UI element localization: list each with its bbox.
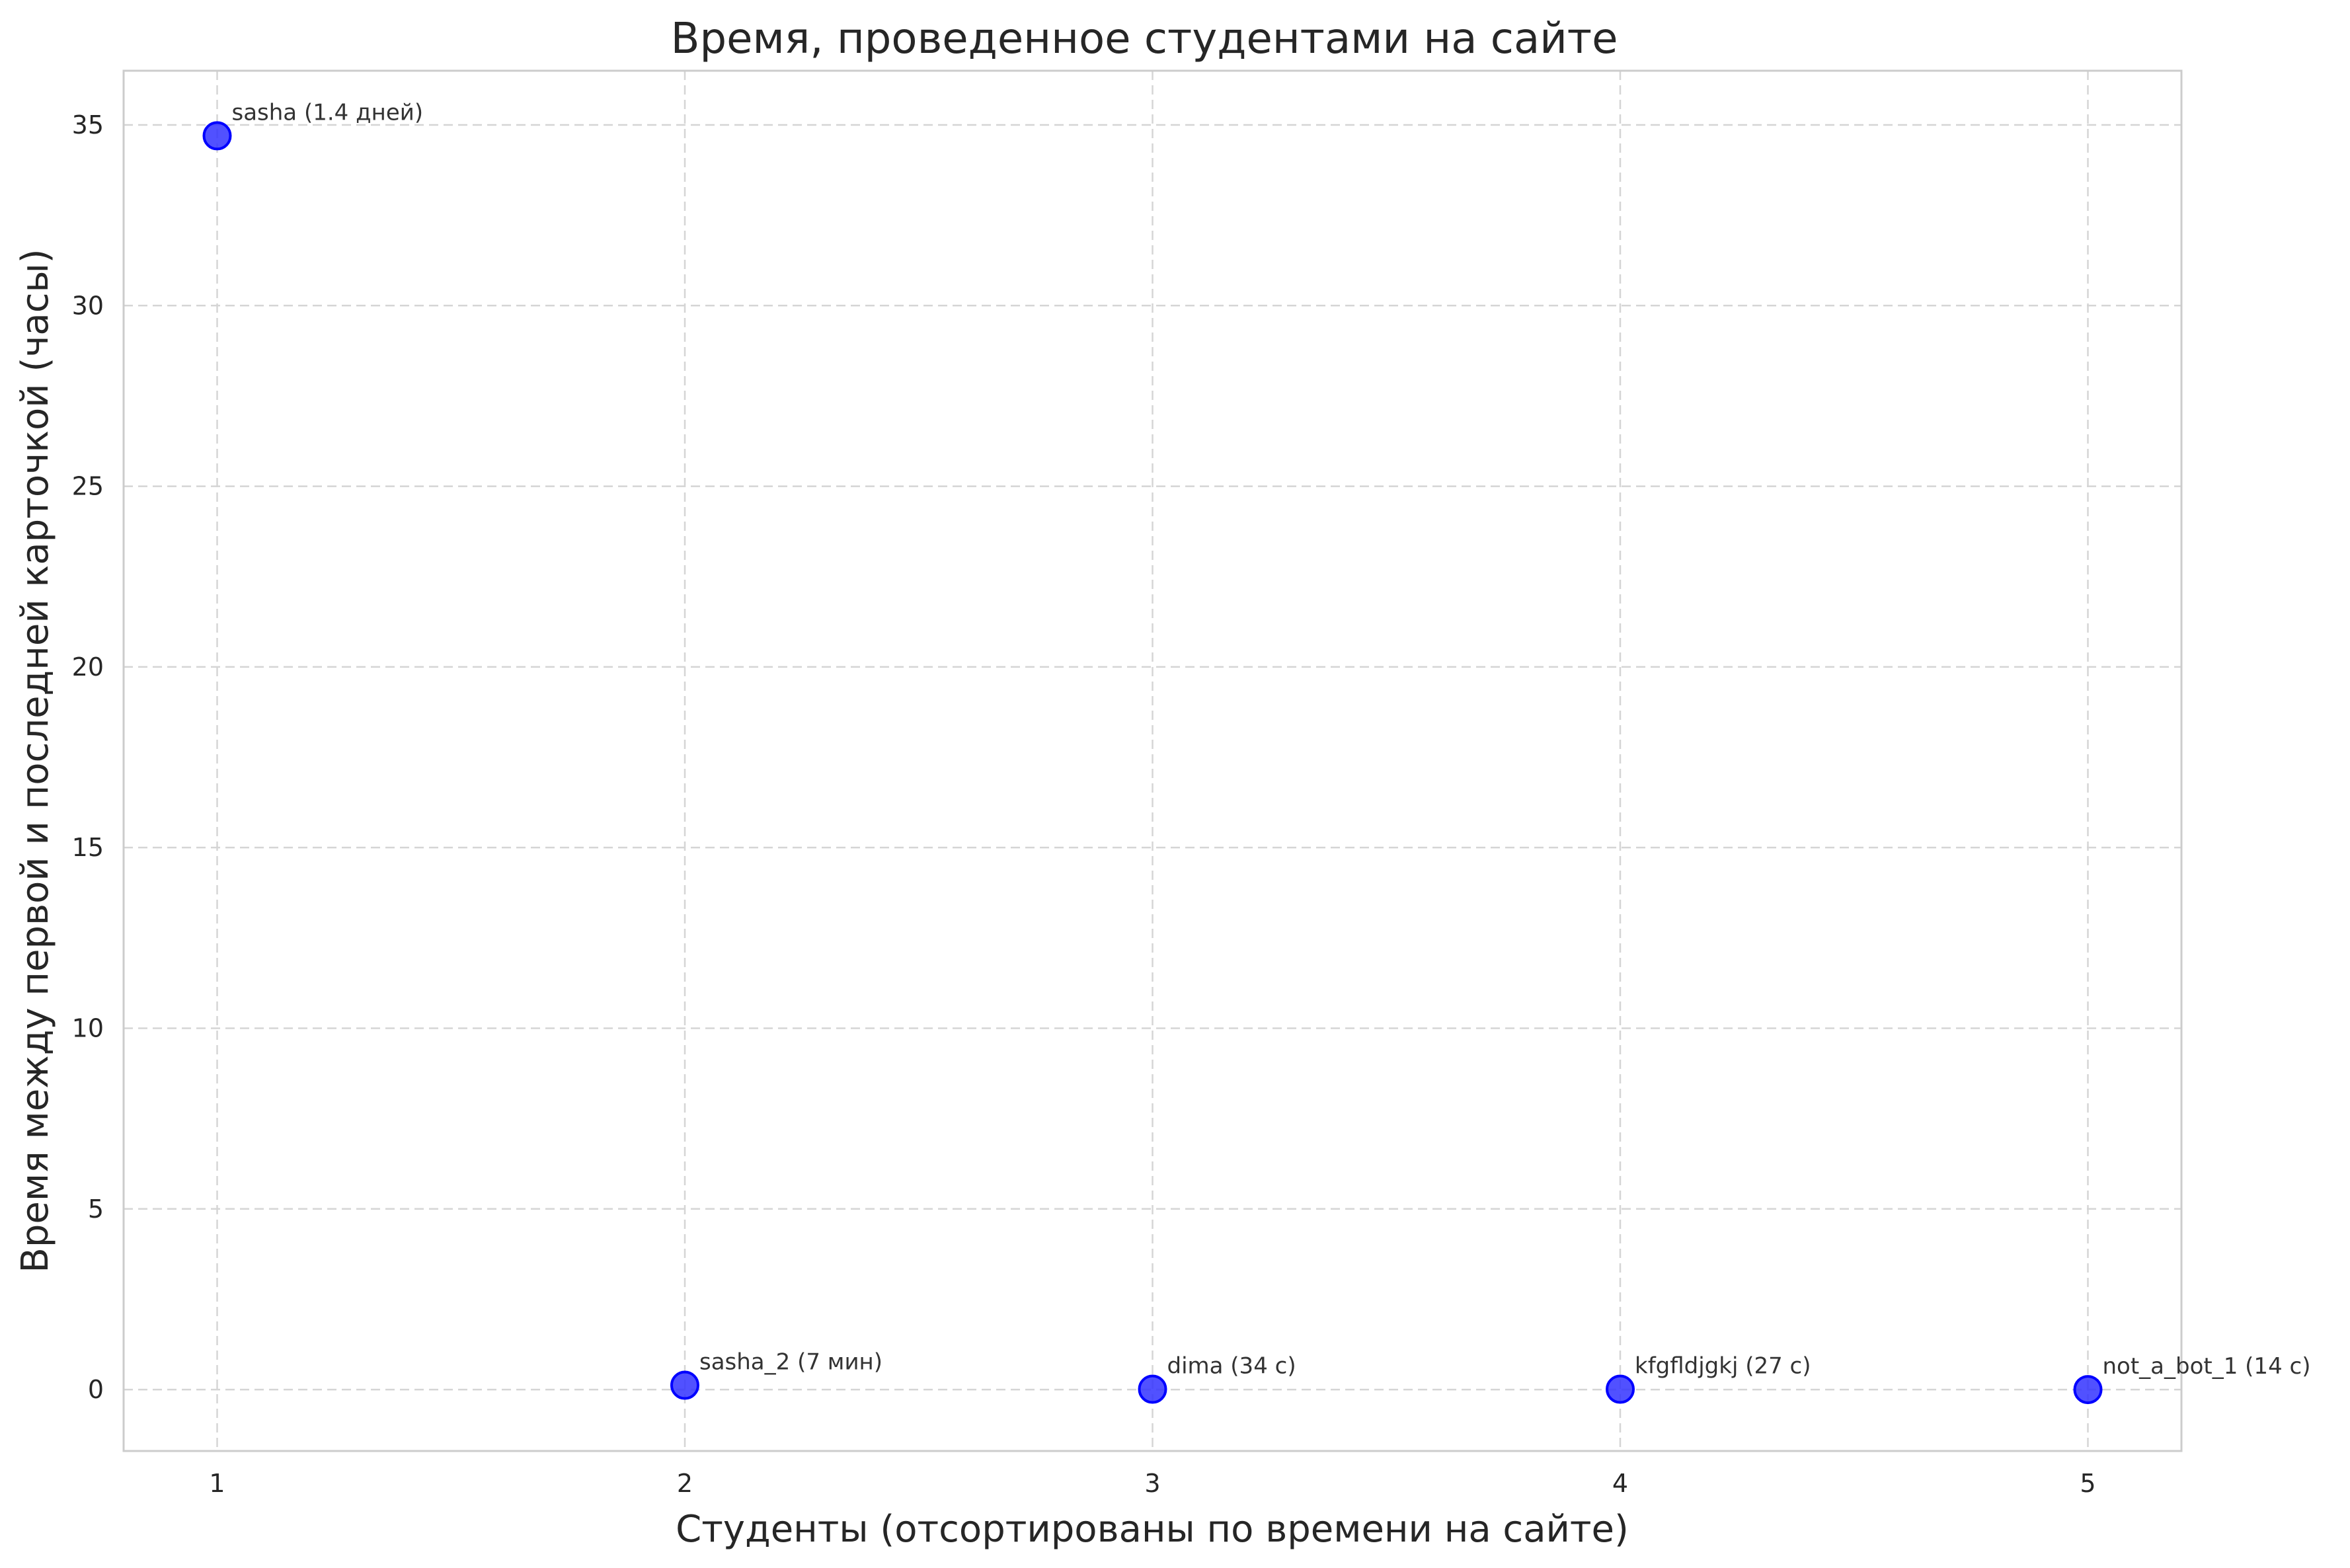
x-axis-label: Студенты (отсортированы по времени на са… (676, 1508, 1629, 1551)
y-tick-label: 35 (72, 110, 104, 139)
y-tick-label: 10 (72, 1013, 104, 1042)
point-label: sasha (1.4 дней) (232, 99, 424, 126)
data-point (1606, 1374, 1635, 1404)
data-point (2073, 1375, 2103, 1405)
x-tick-label: 5 (2080, 1469, 2095, 1498)
data-point (202, 121, 232, 151)
data-point (670, 1370, 699, 1400)
point-label: sasha_2 (7 мин) (699, 1349, 882, 1376)
point-label: not_a_bot_1 (14 с) (2103, 1353, 2311, 1380)
plot-frame (122, 69, 2183, 1452)
y-tick-label: 25 (72, 472, 104, 501)
y-tick-label: 20 (72, 652, 104, 682)
chart-title: Время, проведенное студентами на сайте (671, 15, 1618, 63)
y-tick-label: 30 (72, 291, 104, 320)
x-tick-label: 1 (209, 1469, 225, 1498)
y-tick-label: 0 (88, 1375, 104, 1404)
y-axis-label: Время между первой и последней карточкой… (14, 249, 57, 1273)
y-tick-label: 5 (88, 1195, 104, 1224)
grid-layer (124, 71, 2181, 1451)
point-label: kfgfldjgkj (27 с) (1635, 1353, 1811, 1380)
y-tick-label: 15 (72, 833, 104, 862)
point-label: dima (34 с) (1167, 1353, 1296, 1380)
points-layer: sasha (1.4 дней) sasha_2 (7 мин) dima (34 … (202, 99, 2311, 1405)
tick-layer: 1 2 3 4 5 0 5 10 15 20 25 30 35 (72, 110, 2096, 1498)
x-tick-label: 2 (677, 1469, 693, 1498)
x-tick-label: 3 (1144, 1469, 1160, 1498)
x-tick-label: 4 (1612, 1469, 1628, 1498)
data-point (1138, 1374, 1167, 1404)
